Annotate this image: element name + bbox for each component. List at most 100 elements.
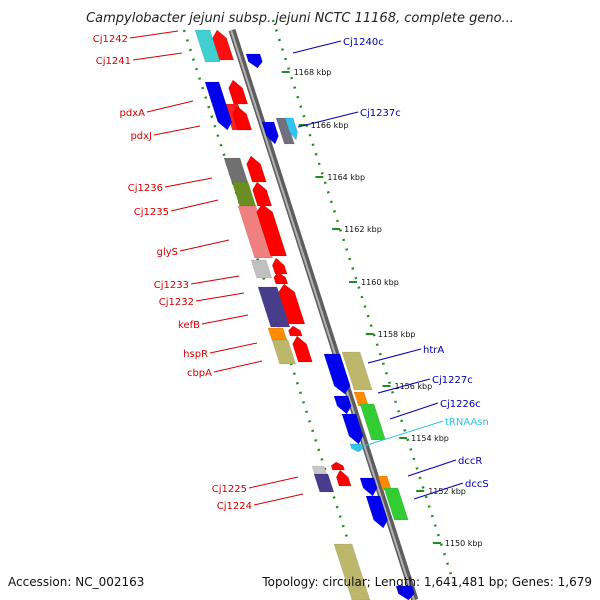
label-callout (209, 342, 258, 354)
gene-arrow (330, 461, 345, 471)
label-callout (413, 482, 464, 500)
feature-block (257, 286, 291, 328)
feature-block (333, 543, 371, 600)
label-callout (195, 292, 245, 302)
label-callout (146, 100, 194, 113)
gene-arrow (288, 325, 303, 337)
gene-label-pdxa: pdxA (120, 108, 146, 119)
gene-arrow (284, 117, 298, 141)
gene-label-dccr: dccR (458, 456, 482, 467)
label-callout (367, 348, 422, 364)
feature-block (341, 351, 373, 391)
gene-arrows (204, 29, 415, 600)
gene-arrow (204, 81, 233, 131)
scale-tick-label: 1168 kbp (294, 68, 332, 77)
scale-ticks: 1168 kbp 1166 kbp 1164 kbp 1162 kbp 1160 kbp… (281, 68, 483, 548)
gene-arrow (232, 105, 253, 131)
gene-label-pdxj: pdxJ (130, 131, 152, 142)
gene-label-trnaasn: tRNAAsn (445, 417, 489, 428)
gene-arrow (278, 283, 306, 325)
label-callout (292, 40, 342, 54)
gene-arrow (341, 413, 364, 445)
gene-arrow (256, 203, 288, 257)
label-callout (248, 476, 299, 489)
gene-arrow (336, 469, 352, 487)
label-callout (377, 378, 431, 394)
label-callout (201, 314, 249, 325)
gene-label-cj1224: Cj1224 (217, 501, 252, 512)
label-callout (407, 459, 457, 477)
gene-label-cj1233: Cj1233 (154, 280, 189, 291)
feature-block (223, 157, 249, 185)
gene-label-htra: htrA (423, 345, 444, 356)
feature-block (271, 339, 297, 365)
label-callout (153, 125, 201, 136)
scale-tick-label: 1158 kbp (378, 330, 416, 339)
gene-arrow (228, 79, 249, 105)
label-callout (132, 52, 183, 61)
feature-block (313, 473, 335, 493)
scale-tick-label: 1162 kbp (344, 225, 382, 234)
gene-arrow (359, 477, 378, 497)
feature-block (250, 259, 273, 279)
scale-tick-label: 1152 kbp (428, 487, 466, 496)
label-callout (253, 493, 304, 506)
gene-arrow (395, 585, 415, 600)
label-callout (129, 30, 179, 39)
feature-block (359, 403, 386, 441)
gene-arrow (333, 395, 352, 415)
gene-arrow (292, 335, 313, 363)
gene-arrow (246, 155, 267, 183)
accession-text: Accession: NC_002163 (8, 575, 144, 589)
gene-label-glys: glyS (157, 247, 178, 258)
scale-tick-label: 1166 kbp (311, 121, 349, 130)
gene-arrow (349, 443, 364, 453)
gene-arrow (365, 495, 388, 529)
label-callout (190, 275, 240, 285)
feature-block (194, 29, 221, 63)
scale-tick-label: 1150 kbp (445, 539, 483, 548)
gene-arrow (323, 353, 351, 395)
gene-label-cj1226c: Cj1226c (440, 399, 481, 410)
scale-tick-label: 1156 kbp (394, 382, 432, 391)
gene-label-cj1240c: Cj1240c (343, 37, 384, 48)
label-callout (170, 199, 219, 212)
feature-block (275, 117, 295, 145)
gene-arrow (261, 121, 279, 145)
gene-label-cj1235: Cj1235 (134, 207, 169, 218)
scale-tick-label: 1154 kbp (411, 434, 449, 443)
gene-label-cj1232: Cj1232 (159, 297, 194, 308)
gene-arrow (272, 257, 288, 275)
map-title: Campylobacter jejuni subsp. jejuni NCTC … (86, 11, 514, 26)
ruler-line-1 (271, 19, 458, 591)
gene-label-cj1236: Cj1236 (128, 183, 163, 194)
scale-tick-label: 1164 kbp (327, 173, 365, 182)
gene-label-hspr: hspR (183, 349, 208, 360)
backbone (228, 28, 419, 600)
gene-label-cj1237c: Cj1237c (360, 108, 401, 119)
label-callout (213, 360, 263, 373)
gene-label-cj1241: Cj1241 (96, 56, 131, 67)
gene-label-cbpa: cbpA (187, 368, 212, 379)
label-callout (297, 111, 359, 128)
gene-arrow (245, 53, 263, 69)
genome-summary-text: Topology: circular; Length: 1,641,481 bp… (261, 575, 592, 589)
gene-arrow (252, 181, 273, 207)
label-callout (164, 177, 213, 188)
feature-block (383, 487, 409, 521)
gene-label-cj1227c: Cj1227c (432, 375, 473, 386)
label-callout (389, 402, 439, 420)
label-callout (179, 239, 230, 252)
feature-block (237, 205, 274, 259)
label-callout (363, 420, 444, 447)
gene-label-kefb: kefB (178, 320, 200, 331)
gene-arrow (273, 271, 289, 285)
gene-arrow (212, 29, 234, 61)
gene-labels: Cj1242 Cj1241 pdxA pdxJ Cj1236 Cj1235 glyS Cj12… (93, 30, 489, 512)
gene-label-cj1225: Cj1225 (212, 484, 247, 495)
feature-block (267, 327, 288, 341)
gene-label-cj1242: Cj1242 (93, 34, 128, 45)
scale-tick-label: 1160 kbp (361, 278, 399, 287)
gene-label-dccs: dccS (465, 479, 489, 490)
